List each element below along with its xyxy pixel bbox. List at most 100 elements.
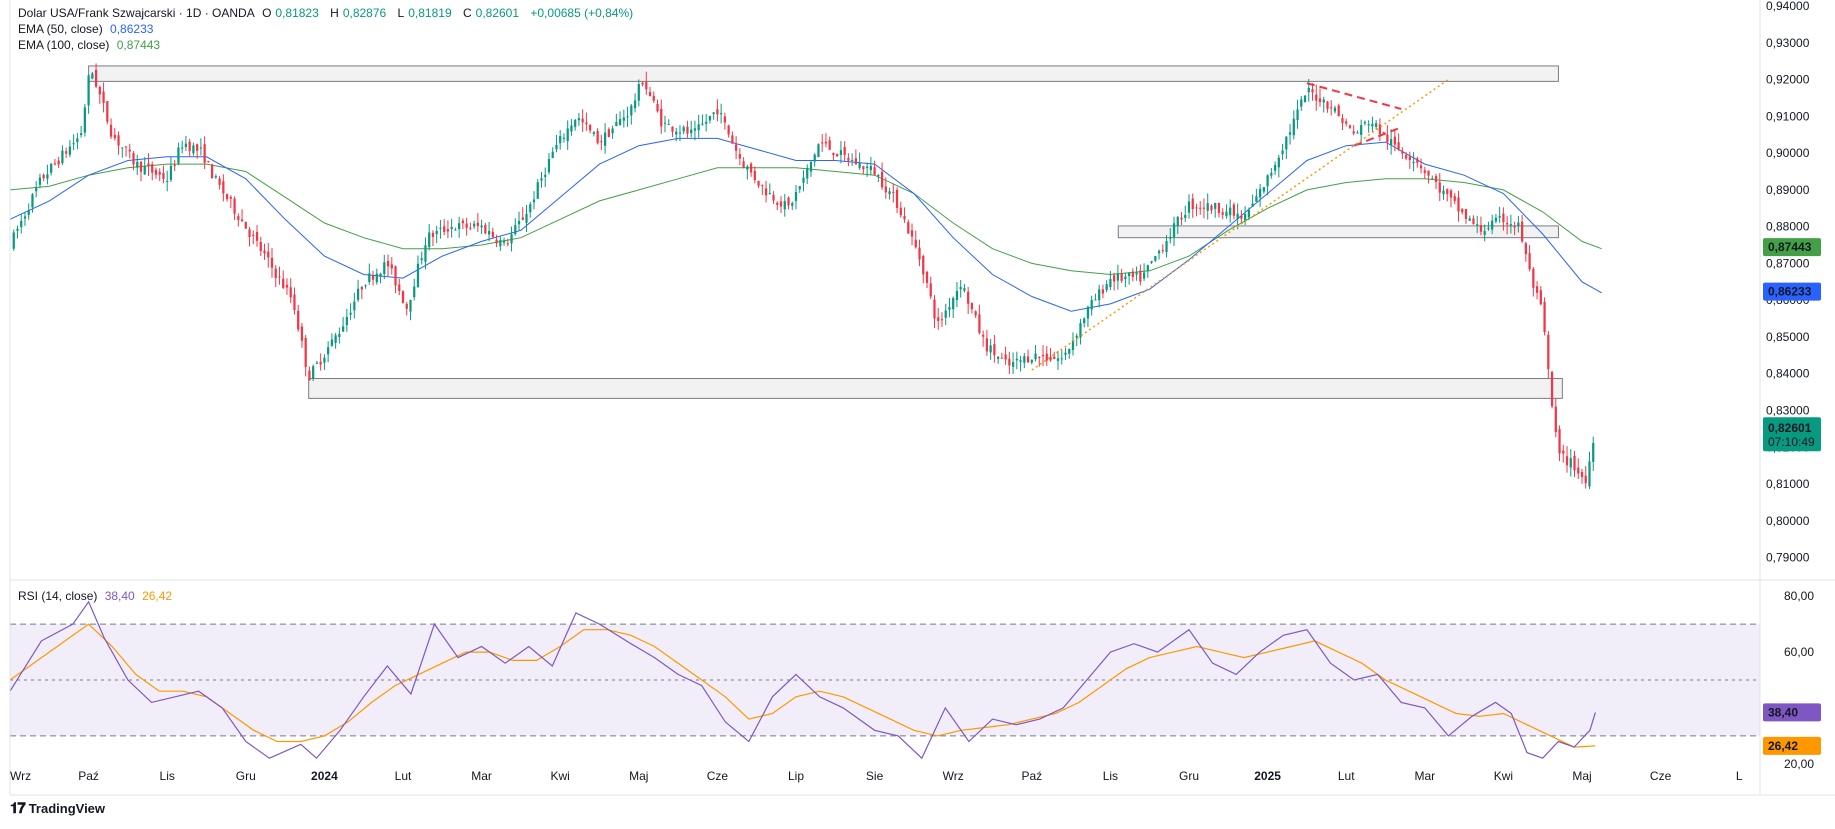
date-tick-label: Paź xyxy=(1021,769,1042,783)
candle-body xyxy=(454,229,457,231)
candle-body xyxy=(199,147,203,149)
candle-body xyxy=(1532,268,1535,288)
ema100-price-badge-text: 0,87443 xyxy=(1768,240,1812,254)
ema50-price-badge-bg xyxy=(1763,282,1821,301)
candle-body xyxy=(225,194,229,200)
candle-body xyxy=(1075,335,1078,338)
candle-body xyxy=(955,291,959,300)
candle-body xyxy=(76,138,79,143)
candle-body xyxy=(899,207,902,216)
price-pane[interactable] xyxy=(9,63,1602,489)
rsi-legend[interactable]: RSI (14, close) 38,40 26,42 xyxy=(18,588,176,604)
candle-body xyxy=(566,128,569,142)
date-tick-label: Gru xyxy=(236,769,256,783)
candle-body xyxy=(671,126,674,132)
candle-body xyxy=(472,223,476,227)
candle-body xyxy=(574,119,577,127)
candle-body xyxy=(1345,121,1348,124)
candle-body xyxy=(1086,306,1090,319)
candle-body xyxy=(1341,118,1344,124)
tradingview-logo[interactable]: 𝟏𝟕 TradingView xyxy=(10,800,105,817)
price-tick-label: 0,92000 xyxy=(1766,73,1810,87)
rsi-label: RSI (14, close) xyxy=(18,589,98,603)
candle-body xyxy=(319,361,322,365)
candle-body xyxy=(390,264,393,269)
candle-body xyxy=(1404,155,1408,159)
candle-body xyxy=(547,158,551,173)
candle-body xyxy=(731,135,734,144)
date-tick-label: 2024 xyxy=(311,769,338,783)
candle-body xyxy=(480,225,483,228)
candle-body xyxy=(300,326,304,341)
candle-body xyxy=(862,166,865,170)
candle-body xyxy=(506,243,509,245)
candle-body xyxy=(757,180,760,186)
candle-body xyxy=(349,312,352,315)
last-price-badge-text: 0,82601 xyxy=(1768,421,1812,435)
candle-body xyxy=(398,284,401,292)
ema50-legend[interactable]: EMA (50, close) 0,86233 xyxy=(18,21,157,37)
candle-body xyxy=(1554,406,1557,433)
candle-body xyxy=(1187,201,1191,213)
candle-body xyxy=(259,241,262,252)
candle-body xyxy=(1210,205,1213,211)
ema100-legend[interactable]: EMA (100, close) 0,87443 xyxy=(18,37,164,53)
rsi-pane[interactable] xyxy=(9,600,1760,760)
candle-body xyxy=(356,288,360,300)
candle-body xyxy=(270,257,274,268)
candle-body xyxy=(188,141,191,152)
candle-body xyxy=(727,125,730,135)
low-value: 0,81819 xyxy=(408,6,452,20)
date-tick-label: Lis xyxy=(160,769,175,783)
candle-body xyxy=(1011,362,1015,367)
candle-body xyxy=(1378,124,1382,135)
close-value: 0,82601 xyxy=(475,6,520,20)
candle-body xyxy=(252,234,255,236)
candle-body xyxy=(405,303,408,309)
candle-body xyxy=(1476,224,1479,226)
candle-body xyxy=(353,301,356,311)
rsi-value-badge-text: 38,40 xyxy=(1768,705,1798,719)
candle-body xyxy=(952,297,955,310)
tradingview-logo-icon: 𝟏𝟕 xyxy=(10,800,26,817)
candle-body xyxy=(873,167,876,175)
candle-body xyxy=(1464,208,1468,219)
candle-body xyxy=(1165,241,1168,253)
candle-body xyxy=(1258,188,1262,198)
price-tick-label: 0,85000 xyxy=(1766,330,1810,344)
candle-body xyxy=(802,177,805,183)
ema100-price-badge: 0,87443 xyxy=(1763,238,1821,257)
candle-body xyxy=(121,147,124,149)
candle-body xyxy=(716,109,719,115)
candle-body xyxy=(1517,222,1520,226)
price-tick-label: 0,81000 xyxy=(1766,477,1810,491)
axes: 0,94000 0,93000 0,92000 0,91000 0,90000 0,890… xyxy=(9,0,1835,796)
candle-body xyxy=(91,73,94,79)
candle-body xyxy=(577,118,581,121)
candle-body xyxy=(633,100,637,109)
candle-body xyxy=(210,164,214,179)
horizontal-zone xyxy=(88,65,1559,82)
candle-body xyxy=(1180,217,1183,220)
candle-body xyxy=(967,291,970,304)
candle-body xyxy=(1509,224,1513,226)
candle-body xyxy=(1053,356,1056,359)
candle-body xyxy=(1558,429,1561,454)
candle-body xyxy=(1386,134,1389,143)
candle-body xyxy=(1101,289,1105,294)
candle-body xyxy=(371,275,375,280)
candle-body xyxy=(312,366,315,379)
candle-body xyxy=(1296,109,1299,121)
ema50-line xyxy=(9,137,1602,312)
candle-body xyxy=(888,191,891,195)
candle-body xyxy=(1562,450,1565,454)
candle-body xyxy=(461,220,465,224)
ema50-price-badge: 0,86233 xyxy=(1763,282,1821,301)
candle-body xyxy=(1142,272,1146,279)
candle-body xyxy=(1412,161,1415,163)
candle-body xyxy=(970,302,974,310)
candle-body xyxy=(1382,132,1385,134)
candle-body xyxy=(1195,207,1198,209)
